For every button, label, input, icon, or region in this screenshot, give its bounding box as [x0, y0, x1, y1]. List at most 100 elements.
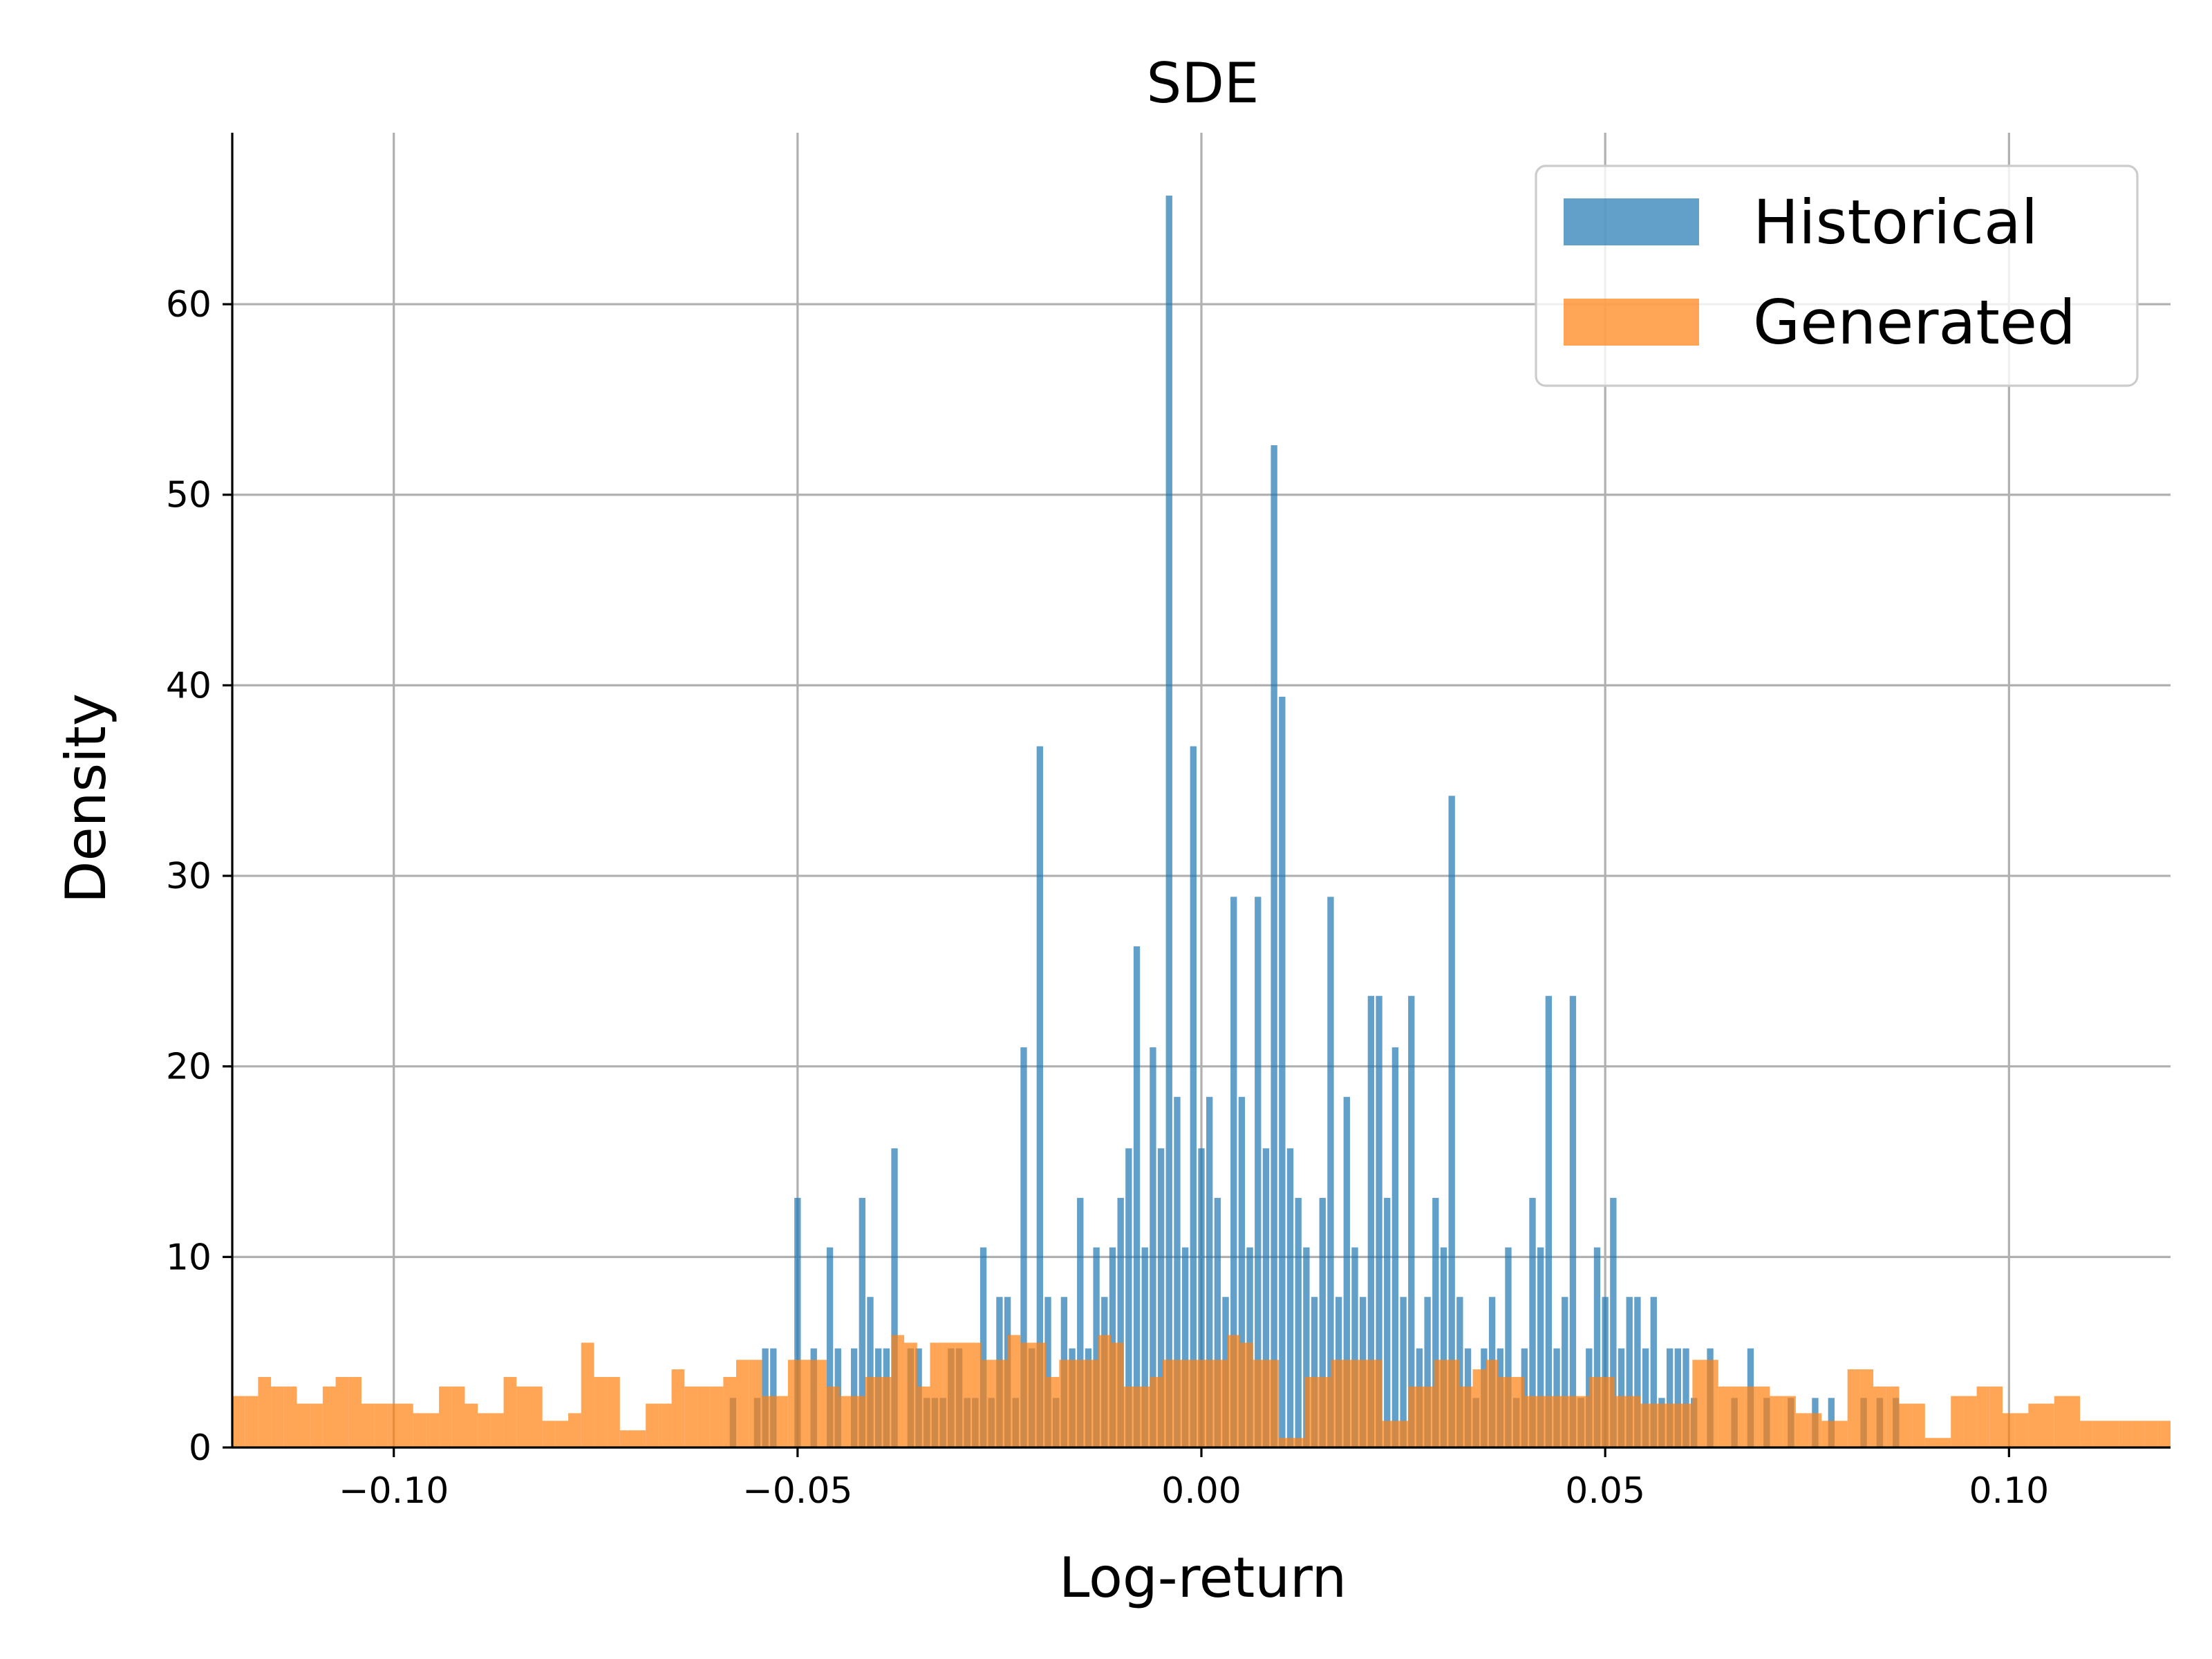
- bar-historical: [1440, 1247, 1447, 1447]
- bar-historical: [1262, 1148, 1270, 1447]
- bar-historical: [867, 1297, 874, 1447]
- bar-generated: [723, 1377, 737, 1447]
- bar-historical: [1505, 1247, 1512, 1447]
- bar-generated: [594, 1377, 608, 1447]
- bar-generated: [2157, 1421, 2171, 1447]
- bar-generated: [245, 1396, 259, 1447]
- bar-historical: [1271, 445, 1277, 1447]
- bar-generated: [1111, 1342, 1124, 1447]
- bar-historical: [1432, 1197, 1439, 1447]
- bar-generated: [1731, 1386, 1745, 1447]
- bar-historical: [1198, 1148, 1205, 1447]
- bar-generated: [787, 1360, 801, 1447]
- bar-generated: [1369, 1360, 1382, 1447]
- bar-generated: [2041, 1403, 2054, 1447]
- bar-generated: [943, 1342, 956, 1447]
- bar-generated: [1550, 1396, 1564, 1447]
- bar-historical: [1562, 1297, 1568, 1447]
- bar-generated: [1615, 1396, 1628, 1447]
- bar-historical: [1327, 897, 1334, 1447]
- bar-historical: [1286, 1148, 1294, 1447]
- bar-generated: [1266, 1360, 1280, 1447]
- bar-generated: [1434, 1360, 1447, 1447]
- y-tick-label: 60: [166, 284, 212, 326]
- bar-historical: [1545, 995, 1553, 1447]
- bar-historical: [1077, 1197, 1084, 1447]
- bar-generated: [2080, 1421, 2093, 1447]
- bar-historical: [1529, 1197, 1536, 1447]
- bar-generated: [529, 1386, 543, 1447]
- bar-generated: [1459, 1386, 1473, 1447]
- bar-historical: [1642, 1348, 1649, 1447]
- bar-generated: [2015, 1413, 2029, 1447]
- legend-label-generated: Generated: [1753, 287, 2076, 358]
- bar-historical: [1593, 1247, 1601, 1447]
- bar-historical: [1214, 1197, 1221, 1447]
- bar-generated: [1821, 1421, 1835, 1447]
- bar-generated: [374, 1403, 388, 1447]
- bar-historical: [1683, 1348, 1689, 1447]
- y-tick-label: 20: [166, 1047, 212, 1088]
- bar-generated: [1860, 1369, 1874, 1447]
- bar-historical: [1174, 1096, 1181, 1447]
- bar-generated: [232, 1396, 245, 1447]
- bar-generated: [1150, 1377, 1163, 1447]
- bar-generated: [1123, 1386, 1137, 1447]
- bar-historical: [1238, 1096, 1246, 1447]
- bar-generated: [1912, 1403, 1925, 1447]
- legend-swatch-generated: [1564, 299, 1699, 346]
- bar-generated: [451, 1386, 465, 1447]
- bar-generated: [1873, 1386, 1886, 1447]
- bar-generated: [878, 1377, 892, 1447]
- bar-generated: [2144, 1421, 2158, 1447]
- bar-generated: [684, 1386, 697, 1447]
- bar-generated: [465, 1403, 478, 1447]
- bar-generated: [1951, 1396, 1964, 1447]
- bar-generated: [800, 1360, 814, 1447]
- bar-generated: [1899, 1403, 1913, 1447]
- bar-generated: [439, 1386, 452, 1447]
- bar-generated: [1472, 1369, 1486, 1447]
- bar-generated: [1046, 1377, 1060, 1447]
- bar-generated: [297, 1403, 310, 1447]
- bar-generated: [839, 1396, 853, 1447]
- bar-generated: [904, 1342, 917, 1447]
- bar-historical: [1610, 1197, 1617, 1447]
- legend-label-historical: Historical: [1753, 187, 2038, 258]
- bar-generated: [697, 1386, 711, 1447]
- bar-generated: [1162, 1360, 1176, 1447]
- bar-generated: [1783, 1396, 1796, 1447]
- bar-generated: [968, 1342, 982, 1447]
- bar-historical: [1125, 1148, 1132, 1447]
- bar-generated: [542, 1421, 556, 1447]
- bar-historical: [1230, 897, 1237, 1447]
- bar-generated: [1602, 1377, 1615, 1447]
- bar-historical: [1279, 696, 1286, 1447]
- bar-historical: [1384, 1197, 1391, 1447]
- bar-historical: [1295, 1197, 1302, 1447]
- bar-generated: [1588, 1377, 1602, 1447]
- bar-generated: [1098, 1335, 1112, 1447]
- bar-historical: [1157, 1148, 1165, 1447]
- bar-generated: [503, 1377, 517, 1447]
- bar-generated: [891, 1335, 905, 1447]
- bar-generated: [1886, 1386, 1900, 1447]
- bar-generated: [1498, 1377, 1512, 1447]
- bar-generated: [1640, 1403, 1654, 1447]
- bar-generated: [1976, 1386, 1990, 1447]
- x-tick-label: −0.10: [339, 1470, 449, 1512]
- bar-generated: [581, 1342, 594, 1447]
- bar-historical: [1117, 1197, 1124, 1447]
- bar-historical: [1319, 1197, 1326, 1447]
- bar-generated: [749, 1360, 762, 1447]
- bar-generated: [555, 1421, 569, 1447]
- bar-generated: [1395, 1421, 1409, 1447]
- bar-generated: [1692, 1360, 1706, 1447]
- bar-generated: [955, 1342, 969, 1447]
- x-tick-label: 0.10: [1969, 1470, 2049, 1512]
- bar-generated: [865, 1377, 879, 1447]
- bar-generated: [1318, 1377, 1331, 1447]
- x-tick-label: 0.00: [1161, 1470, 1241, 1512]
- bar-generated: [413, 1413, 427, 1447]
